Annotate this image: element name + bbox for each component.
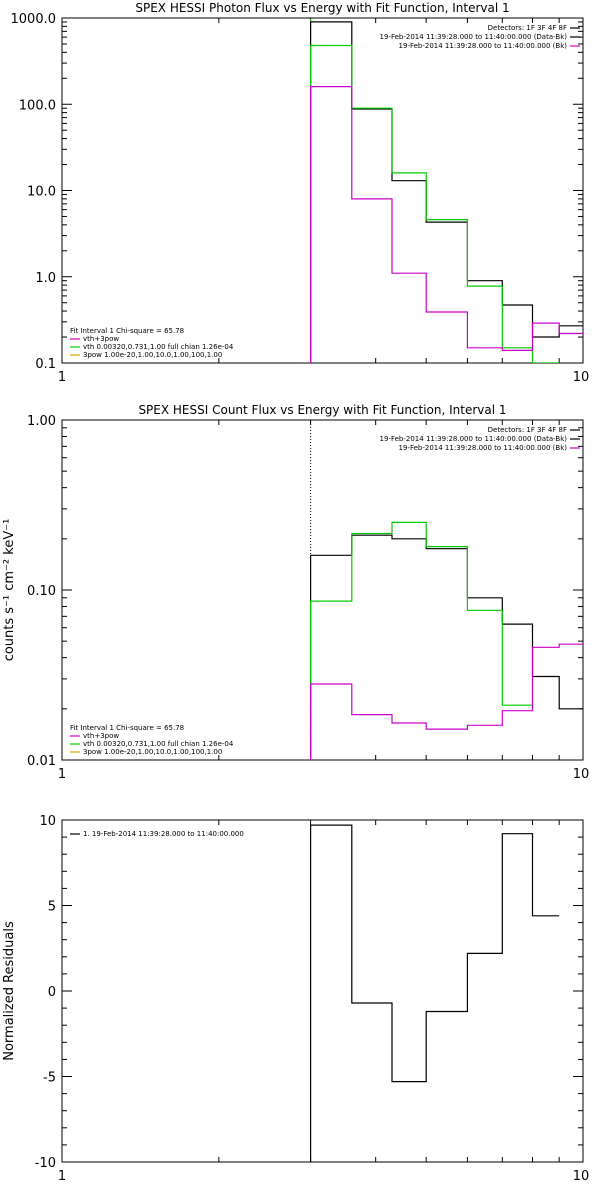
y-axis-label: Normalized Residuals	[2, 921, 17, 1061]
chart-title: SPEX HESSI Count Flux vs Energy with Fit…	[138, 403, 506, 417]
x-tick-label: 10	[573, 767, 590, 782]
series-line-bk	[310, 643, 583, 760]
series-line-vth	[310, 44, 560, 363]
y-tick-label: -10	[35, 1156, 56, 1171]
x-tick-label: 10	[573, 370, 590, 385]
legend-label: vth+3pow	[83, 335, 119, 343]
y-tick-label: 0	[48, 985, 56, 1000]
series-group	[310, 21, 583, 363]
y-axis-label: counts s⁻¹ cm⁻² keV⁻¹	[2, 519, 17, 662]
plot-frame	[61, 419, 584, 761]
chart-title: SPEX HESSI Photon Flux vs Energy with Fi…	[135, 1, 509, 15]
y-tick-label: 1000.0	[11, 12, 57, 27]
x-tick-label: 1	[58, 767, 66, 782]
y-tick-label: 0.10	[27, 584, 56, 599]
info-line: 19-Feb-2014 11:39:28.000 to 11:40:00.000…	[380, 33, 568, 41]
series-line-vth	[310, 521, 533, 760]
info-line: 19-Feb-2014 11:39:28.000 to 11:40:00.000…	[380, 435, 568, 443]
chart-panel-3: Normalized Residuals 1 10 -10 -5 0 5 10 1. 19-Fe…	[2, 814, 589, 1184]
y-tick-label: 10	[39, 814, 56, 829]
legend-label: 1. 19-Feb-2014 11:39:28.000 to 11:40:00.…	[83, 830, 244, 838]
legend-label: vth 0.00320,0.731,1.00 full chian 1.26e-…	[83, 343, 234, 351]
legend-label: 3pow 1.00e-20,1.00,10.0,1.00,100,1.00	[83, 351, 222, 359]
series-group	[310, 521, 583, 760]
x-tick-label: 1	[58, 1169, 66, 1184]
x-tick-label: 1	[58, 370, 66, 385]
plot-frame	[61, 17, 584, 364]
y-tick-label: 0.01	[27, 754, 56, 769]
y-tick-label: -5	[43, 1071, 56, 1086]
info-line: 19-Feb-2014 11:39:28.000 to 11:40:00.000…	[399, 42, 568, 50]
series-line-1-19-feb-2014-11-39-28-000-to-11-40-00-000	[310, 824, 560, 1162]
info-line: Detectors: 1F 3F 4F 8F	[488, 24, 567, 32]
series-group	[310, 824, 560, 1162]
legend-label: 3pow 1.00e-20,1.00,10.0,1.00,100,1.00	[83, 748, 222, 756]
chart-panel-1: SPEX HESSI Photon Flux vs Energy with Fi…	[11, 1, 590, 385]
fit-header: Fit Interval 1 Chi-square = 65.78	[70, 724, 184, 732]
legend-label: vth+3pow	[83, 732, 119, 740]
x-tick-label: 10	[573, 1169, 590, 1184]
y-tick-label: 1.0	[35, 271, 56, 286]
series-line-bk	[310, 85, 583, 363]
y-tick-label: 100.0	[19, 98, 56, 113]
plot-frame	[61, 819, 584, 1163]
y-tick-label: 1.00	[27, 414, 56, 429]
y-tick-label: 10.0	[27, 185, 56, 200]
y-tick-label: 0.1	[35, 357, 56, 372]
legend-label: vth 0.00320,0.731,1.00 full chian 1.26e-…	[83, 740, 234, 748]
chart-panel-2: SPEX HESSI Count Flux vs Energy with Fit…	[2, 403, 589, 782]
info-line: 19-Feb-2014 11:39:28.000 to 11:40:00.000…	[399, 444, 568, 452]
y-tick-label: 5	[48, 900, 56, 915]
fit-header: Fit Interval 1 Chi-square = 65.78	[70, 327, 184, 335]
info-line: Detectors: 1F 3F 4F 8F	[488, 426, 567, 434]
